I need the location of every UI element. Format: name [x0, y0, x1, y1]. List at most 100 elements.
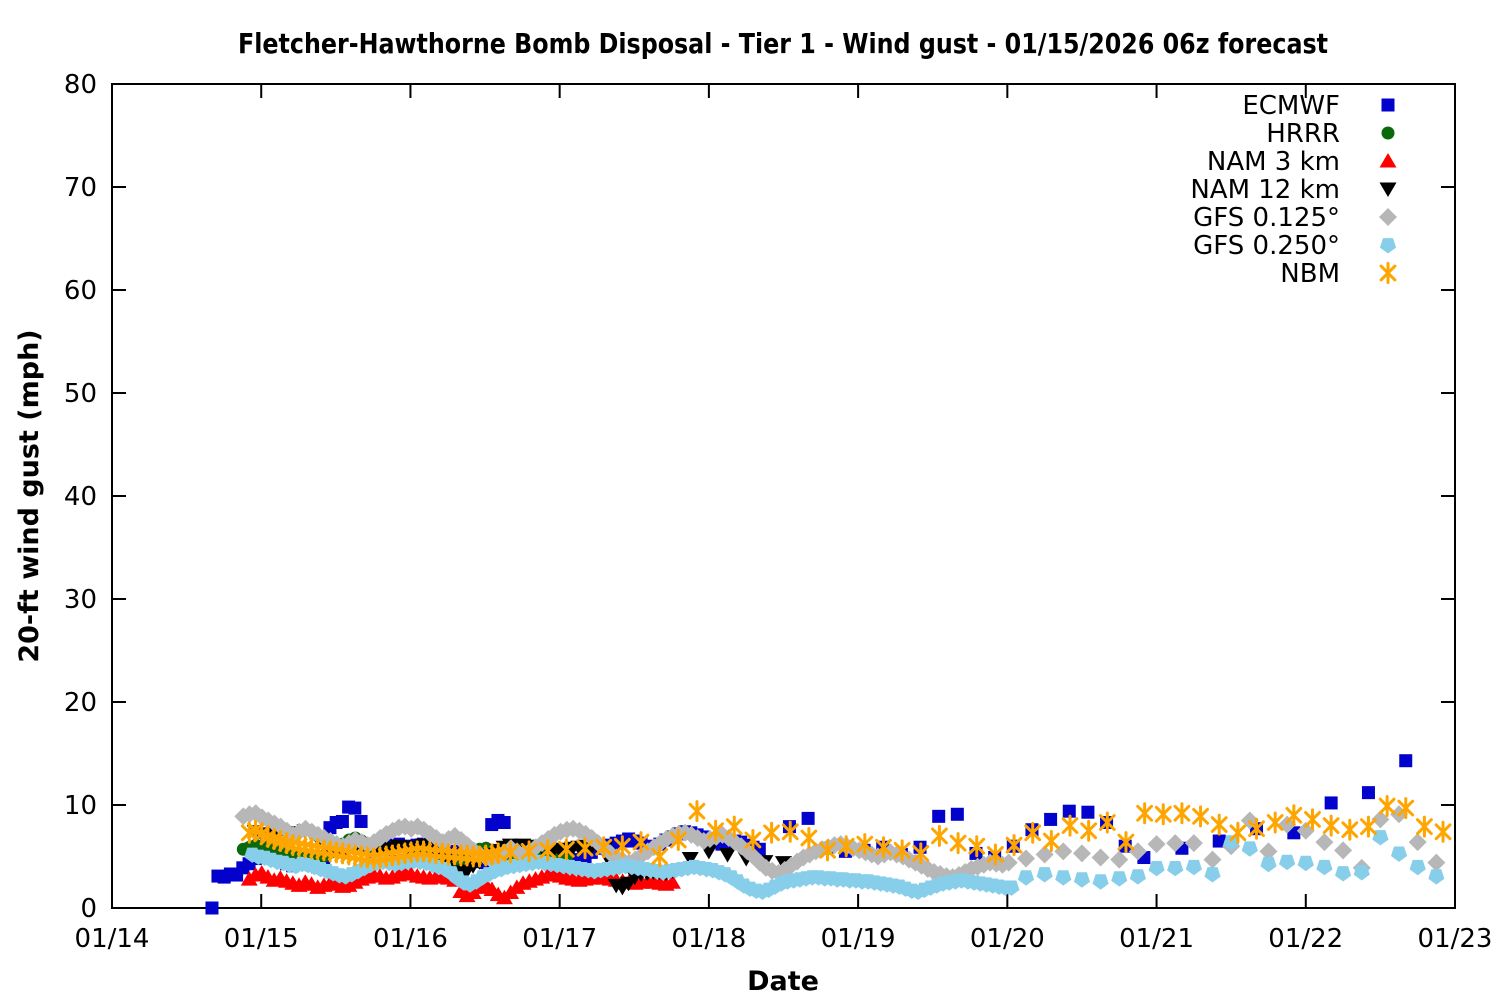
point — [950, 807, 964, 821]
point — [1260, 856, 1277, 873]
point — [1409, 859, 1426, 876]
point — [539, 839, 557, 862]
point — [1223, 835, 1240, 851]
point — [1035, 845, 1054, 864]
point — [1285, 804, 1303, 827]
point — [856, 833, 874, 856]
point — [837, 835, 855, 858]
point — [781, 820, 799, 843]
point — [1129, 869, 1146, 885]
point — [557, 838, 575, 861]
point — [1379, 262, 1397, 284]
point — [1408, 833, 1427, 852]
point — [819, 839, 836, 862]
x-axis-label: Date — [747, 966, 819, 997]
point — [1379, 238, 1397, 254]
point — [1192, 805, 1209, 828]
point — [1080, 819, 1098, 842]
x-tick-label: 01/14 — [75, 924, 150, 954]
point — [1379, 208, 1397, 226]
legend-entry-hrrr: HRRR — [1266, 119, 1395, 149]
point — [1296, 821, 1315, 840]
x-tick-label: 01/18 — [671, 924, 746, 954]
point — [1154, 803, 1172, 826]
point — [763, 821, 780, 844]
point — [1081, 805, 1095, 819]
point — [1248, 817, 1265, 840]
point — [1316, 859, 1333, 876]
point — [1428, 869, 1445, 885]
chart-title: Fletcher-Hawthorne Bomb Disposal - Tier … — [238, 27, 1328, 60]
point — [1381, 126, 1395, 140]
point — [688, 800, 706, 823]
point — [893, 839, 911, 862]
point — [681, 852, 699, 867]
point — [1315, 833, 1334, 852]
point — [354, 814, 368, 828]
point — [1324, 796, 1338, 810]
point — [1322, 814, 1340, 837]
point — [986, 843, 1004, 866]
x-tick-label: 01/20 — [970, 924, 1045, 954]
x-tick-label: 01/19 — [821, 924, 896, 954]
point — [1044, 812, 1058, 826]
point — [1381, 98, 1395, 112]
point — [669, 829, 687, 852]
legend-entry-gfs-0-125-: GFS 0.125° — [1193, 203, 1397, 233]
point — [348, 801, 362, 815]
legend-label-nam-3-km: NAM 3 km — [1207, 147, 1340, 177]
point — [1110, 850, 1129, 869]
point — [1185, 859, 1202, 876]
point — [1173, 802, 1191, 825]
legend-label-nam-12-km: NAM 12 km — [1190, 175, 1340, 205]
point — [1017, 870, 1035, 886]
point — [1016, 849, 1035, 868]
point — [800, 826, 818, 849]
point — [968, 835, 986, 858]
point — [1259, 842, 1278, 861]
point — [595, 836, 613, 859]
y-tick-label: 60 — [64, 276, 97, 306]
x-tick-label: 01/23 — [1418, 924, 1493, 954]
x-tick-label: 01/22 — [1268, 924, 1343, 954]
point — [1241, 841, 1258, 857]
point — [1210, 813, 1228, 836]
point — [497, 816, 511, 830]
point — [1003, 880, 1020, 896]
point — [1005, 834, 1023, 857]
point — [1341, 818, 1359, 841]
point — [335, 814, 349, 828]
x-tick-label: 01/21 — [1119, 924, 1194, 954]
legend-entry-gfs-0-250-: GFS 0.250° — [1193, 231, 1397, 261]
point — [949, 832, 967, 855]
point — [707, 819, 725, 842]
point — [725, 815, 743, 838]
y-tick-label: 70 — [64, 173, 97, 203]
point — [1229, 821, 1247, 844]
point — [1379, 153, 1397, 168]
legend-label-gfs-0-125-: GFS 0.125° — [1193, 203, 1340, 233]
point — [1379, 182, 1397, 197]
x-tick-label: 01/16 — [373, 924, 448, 954]
point — [1378, 795, 1396, 818]
legend-label-gfs-0-250-: GFS 0.250° — [1193, 231, 1340, 261]
legend-entry-nam-12-km: NAM 12 km — [1190, 175, 1397, 205]
point — [1335, 866, 1352, 882]
point — [1371, 810, 1390, 829]
point — [632, 831, 650, 854]
point — [1203, 850, 1222, 869]
point — [663, 874, 681, 889]
point — [1427, 853, 1446, 872]
point — [1092, 874, 1109, 890]
y-tick-label: 40 — [64, 482, 97, 512]
y-tick-label: 0 — [80, 894, 97, 924]
point — [1042, 830, 1060, 853]
legend-entry-nbm: NBM — [1280, 259, 1397, 289]
point — [744, 829, 762, 852]
y-tick-label: 50 — [64, 379, 97, 409]
point — [1148, 861, 1165, 877]
point — [1098, 811, 1116, 834]
